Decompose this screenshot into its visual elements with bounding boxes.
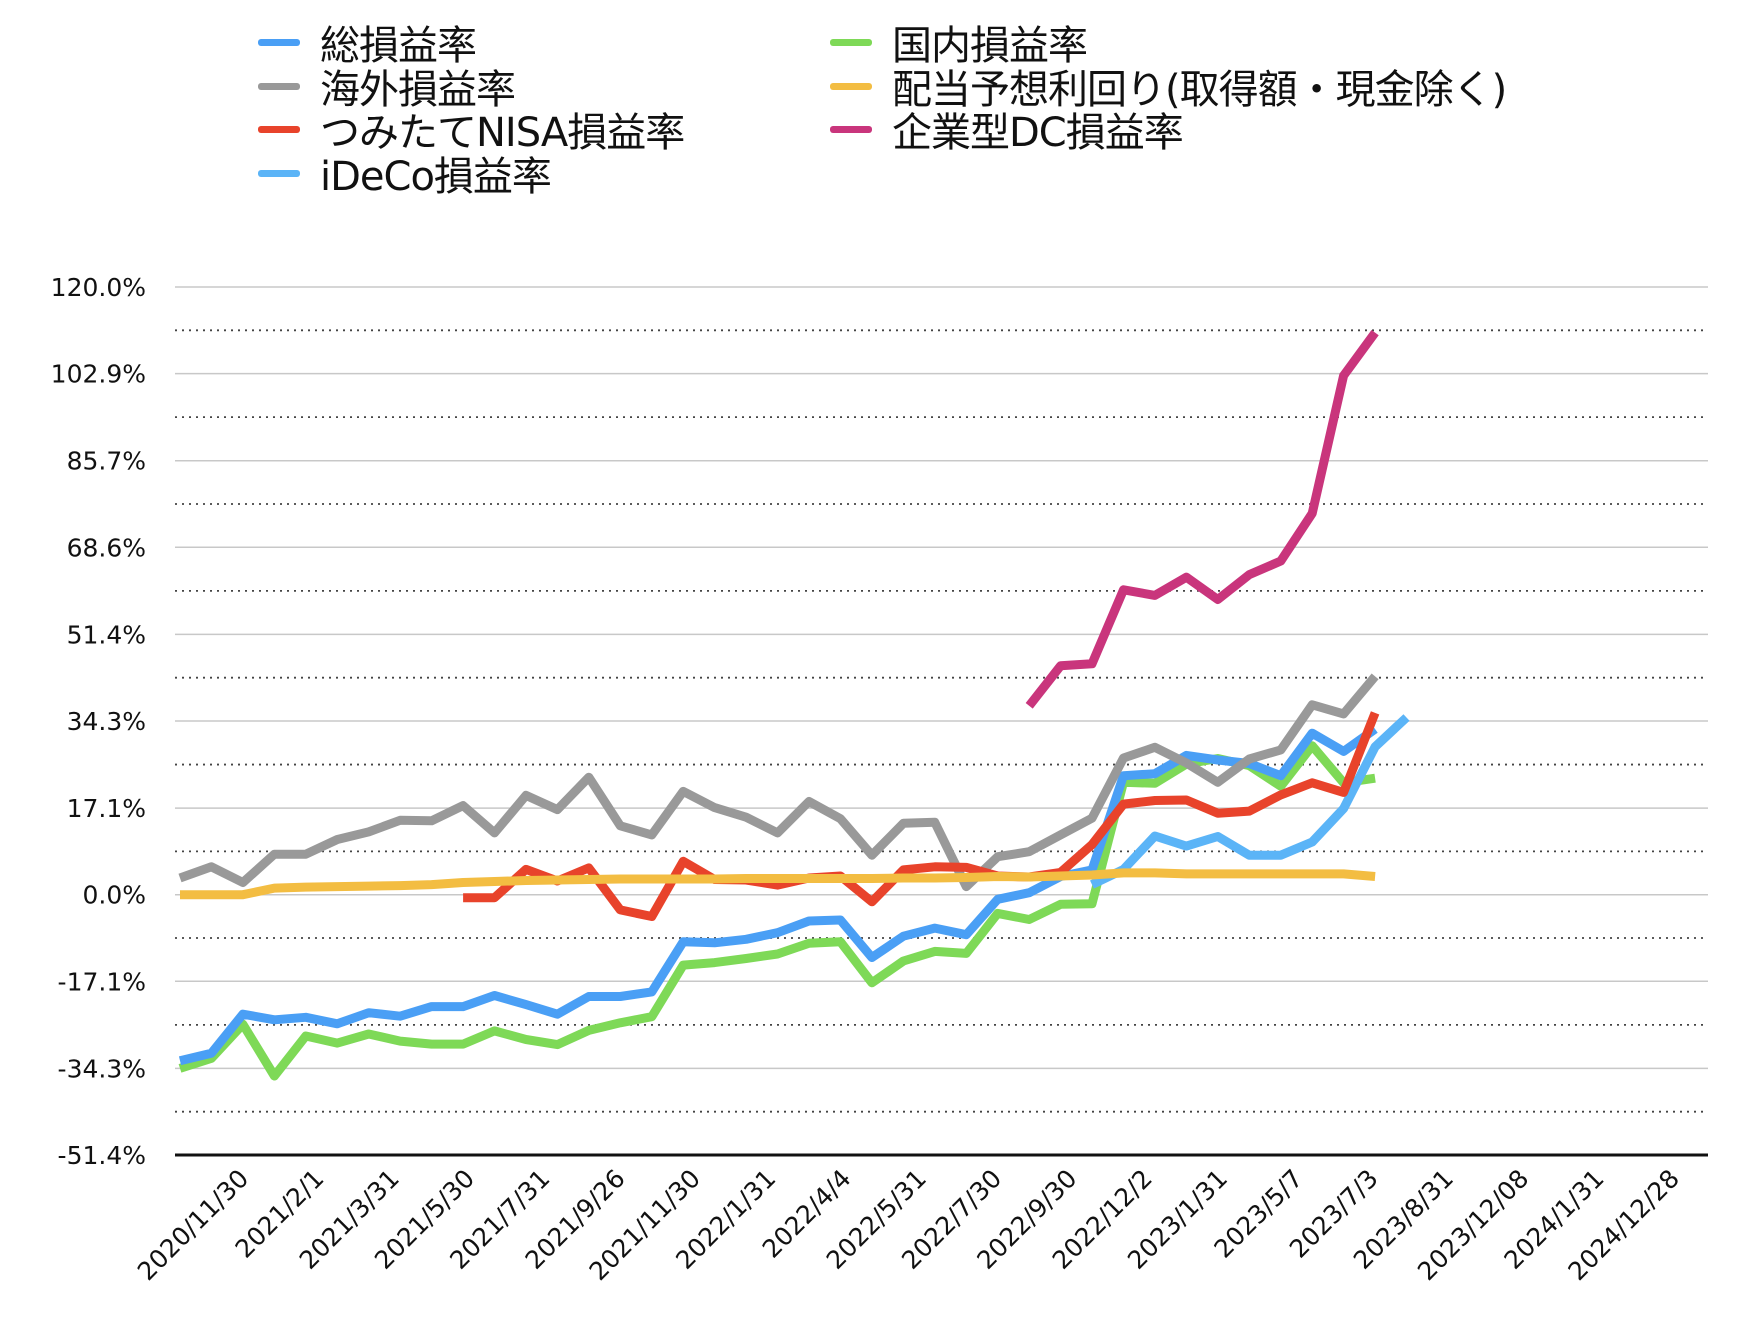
legend-swatch (830, 125, 872, 133)
series-line-2 (463, 711, 1380, 921)
legend-item: iDeCo損益率 (258, 149, 552, 200)
legend-swatch (258, 169, 300, 177)
legend-swatch (830, 82, 872, 90)
y-tick-label: -51.4% (58, 1141, 146, 1170)
y-tick-label: 85.7% (67, 447, 146, 476)
y-tick-label: 120.0% (51, 273, 146, 302)
y-tick-label: 102.9% (51, 360, 146, 389)
legend-label: 総損益率 (320, 23, 477, 69)
y-tick-label: 34.3% (67, 707, 146, 736)
y-axis: 120.0% 102.9% 85.7% 68.6% 51.4% 34.3% 17.1% 0.0… (51, 273, 146, 1170)
y-tick-label: 51.4% (67, 620, 146, 649)
legend-label: 企業型DC損益率 (892, 110, 1184, 156)
legend-label: iDeCo損益率 (320, 154, 552, 200)
legend-label: 国内損益率 (892, 23, 1088, 69)
legend-swatch (258, 82, 300, 90)
legend-label: 配当予想利回り(取得額・現金除く) (892, 67, 1507, 113)
y-tick-label: 68.6% (67, 533, 146, 562)
x-axis: 2020/11/302021/2/12021/3/312021/5/302021… (132, 1164, 1685, 1286)
legend: 総損益率 海外損益率 つみたてNISA損益率 iDeCo損益率 国内損益率 配当予想利回り… (0, 12, 1750, 212)
y-tick-label: 17.1% (67, 794, 146, 823)
series-line-1 (178, 673, 1379, 892)
legend-item: つみたてNISA損益率 (258, 105, 685, 156)
legend-item: 配当予想利回り(取得額・現金除く) (830, 62, 1507, 113)
legend-swatch (258, 38, 300, 46)
legend-swatch (258, 125, 300, 133)
y-tick-label: -34.3% (58, 1054, 146, 1083)
series-line-6 (1025, 329, 1379, 709)
legend-swatch (830, 38, 872, 46)
gridlines (175, 286, 1708, 1113)
legend-item: 企業型DC損益率 (830, 105, 1184, 156)
y-tick-label: -17.1% (58, 967, 146, 996)
series-line-3 (1090, 714, 1410, 889)
x-tick-label: 2020/11/30 (132, 1164, 254, 1286)
y-tick-label: 0.0% (82, 881, 146, 910)
series-line-5 (180, 868, 1376, 900)
series-line-4 (178, 741, 1376, 1081)
series-lines (178, 329, 1410, 1081)
legend-label: 海外損益率 (320, 67, 516, 113)
legend-item: 海外損益率 (258, 62, 516, 113)
legend-item: 国内損益率 (830, 18, 1088, 69)
legend-item: 総損益率 (258, 18, 477, 69)
legend-label: つみたてNISA損益率 (320, 110, 685, 156)
